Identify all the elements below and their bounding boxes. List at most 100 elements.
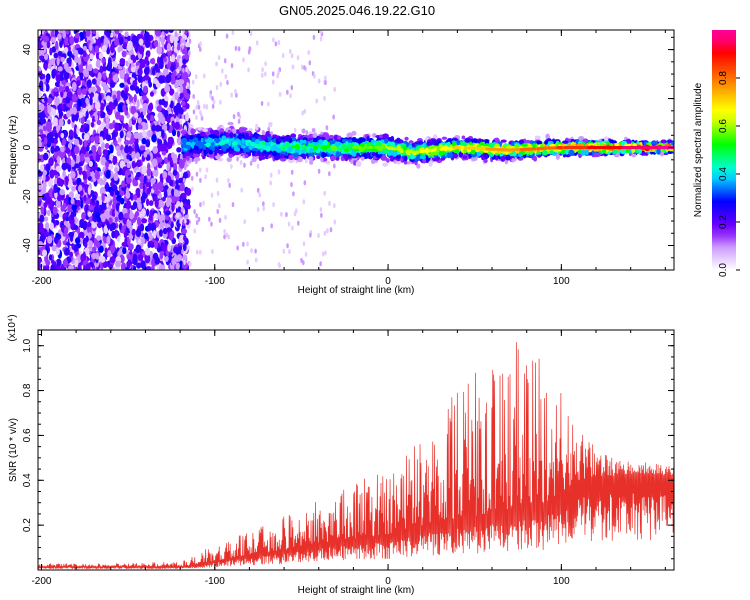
heatmap-cell — [261, 129, 266, 136]
heatmap-cell — [188, 38, 192, 44]
heatmap-cell — [227, 177, 230, 183]
heatmap-cell — [184, 35, 187, 41]
heatmap-cell — [135, 210, 140, 217]
heatmap-cell — [74, 54, 79, 64]
heatmap-cell — [158, 75, 165, 84]
heatmap-cell — [132, 201, 138, 210]
heatmap-cell — [109, 189, 115, 197]
heatmap-cell — [50, 264, 55, 270]
heatmap-cell — [205, 104, 209, 110]
heatmap-cell — [46, 40, 51, 49]
heatmap-cell — [277, 40, 281, 46]
heatmap-cell — [173, 39, 178, 49]
heatmap-cell — [105, 95, 111, 102]
heatmap-cell — [176, 147, 182, 153]
heatmap-cell — [96, 78, 101, 86]
heatmap-cell — [114, 122, 120, 132]
heatmap-cell — [126, 131, 132, 139]
heatmap-cell — [122, 104, 127, 112]
heatmap-cell — [94, 45, 100, 54]
heatmap-cell — [146, 187, 151, 195]
heatmap-cell — [182, 67, 185, 73]
heatmap-cell — [163, 190, 168, 199]
heatmap-cell — [230, 92, 233, 98]
heatmap-cell — [42, 152, 49, 161]
heatmap-cell — [308, 60, 312, 66]
heatmap-cell — [102, 260, 108, 269]
heatmap-cell — [182, 177, 186, 183]
heatmap-cell — [271, 71, 275, 77]
heatmap-cell — [148, 231, 153, 240]
heatmap-cell — [208, 216, 211, 222]
heatmap-cell — [58, 210, 63, 218]
heatmap-cell — [193, 209, 196, 215]
heatmap-cell — [170, 100, 174, 108]
heatmap-cell — [195, 213, 198, 219]
heatmap-cell — [136, 159, 142, 168]
heatmap-cell — [159, 250, 164, 260]
heatmap-cell — [109, 43, 115, 54]
heatmap-cell — [121, 180, 126, 188]
heatmap-cell — [270, 223, 273, 229]
heatmap-cell — [278, 263, 281, 269]
heatmap-cell — [79, 190, 84, 197]
heatmap-cell — [105, 182, 109, 191]
heatmap-cell — [323, 190, 326, 196]
heatmap-cell — [116, 90, 121, 97]
heatmap-cell — [137, 124, 143, 130]
heatmap-cell — [81, 211, 87, 221]
heatmap-cell — [195, 220, 199, 226]
heatmap-cell — [304, 251, 308, 257]
heatmap-cell — [130, 105, 137, 115]
heatmap-cell — [47, 97, 53, 105]
heatmap-cell — [126, 154, 131, 160]
heatmap-cell — [185, 66, 188, 72]
heatmap-cell — [147, 241, 151, 249]
heatmap-cell — [61, 138, 67, 146]
heatmap-cell — [148, 200, 154, 206]
heatmap-cell — [121, 225, 126, 233]
heatmap-cell — [219, 81, 223, 87]
heatmap-cell — [135, 86, 140, 94]
heatmap-cell — [108, 123, 114, 130]
heatmap-cell — [148, 102, 153, 112]
heatmap-cell — [45, 260, 51, 266]
heatmap-cell — [328, 201, 331, 207]
heatmap-cell — [215, 85, 219, 91]
heatmap-cell — [67, 119, 71, 125]
heatmap-cell — [159, 222, 165, 230]
heatmap-cell — [77, 88, 82, 96]
heatmap-cell — [105, 161, 110, 168]
heatmap-cell — [105, 153, 109, 161]
heatmap-cell — [250, 248, 253, 254]
heatmap-cell — [175, 262, 180, 270]
heatmap-cell — [141, 218, 148, 224]
heatmap-cell — [175, 179, 179, 185]
heatmap-cell — [303, 65, 306, 71]
heatmap-cell — [122, 42, 128, 49]
heatmap-cell — [55, 258, 62, 267]
heatmap-cell — [60, 264, 65, 270]
heatmap-cell — [126, 220, 132, 229]
heatmap-cell — [47, 137, 52, 146]
heatmap-cell — [181, 44, 184, 50]
heatmap-cell — [102, 84, 109, 92]
heatmap-cell — [45, 264, 50, 270]
heatmap-cell — [52, 108, 57, 117]
heatmap-cell — [151, 158, 158, 167]
heatmap-cell — [90, 121, 95, 128]
heatmap-cell — [151, 57, 156, 65]
heatmap-cell — [57, 51, 63, 57]
heatmap-cell — [153, 196, 158, 202]
heatmap-cell — [264, 61, 267, 67]
heatmap-cell — [83, 133, 90, 141]
heatmap-cell — [133, 194, 138, 201]
heatmap-cell — [158, 192, 163, 200]
heatmap-cell — [82, 172, 88, 180]
heatmap-cell — [186, 199, 191, 205]
heatmap-cell — [64, 36, 69, 46]
heatmap-cell — [181, 249, 184, 255]
heatmap-cell — [49, 222, 55, 231]
heatmap-cell — [194, 74, 198, 80]
heatmap-cell — [186, 115, 189, 121]
